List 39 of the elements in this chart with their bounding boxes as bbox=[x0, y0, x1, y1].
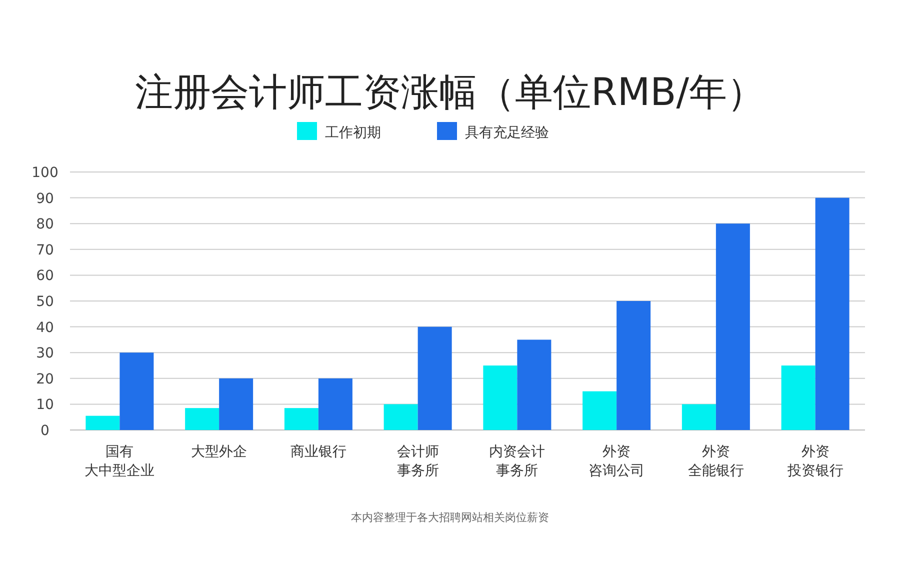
x-tick-label: 外资投资银行 bbox=[786, 444, 844, 479]
y-tick-label: 60 bbox=[36, 268, 54, 284]
bar bbox=[418, 326, 452, 430]
y-tick-label: 30 bbox=[36, 346, 54, 362]
y-tick-label: 10 bbox=[36, 397, 54, 414]
y-tick-label: 20 bbox=[36, 371, 54, 388]
bar bbox=[616, 301, 651, 430]
bar bbox=[781, 366, 816, 430]
x-tick-label: 内资会计事务所 bbox=[489, 444, 546, 479]
y-tick-label: 40 bbox=[36, 320, 54, 336]
legend-label: 具有充足经验 bbox=[465, 125, 549, 141]
y-tick-label: 70 bbox=[36, 242, 54, 258]
bar bbox=[384, 404, 418, 430]
y-tick-label: 50 bbox=[36, 294, 54, 310]
bar bbox=[716, 224, 750, 430]
y-tick-label: 100 bbox=[32, 165, 58, 181]
bar bbox=[120, 352, 154, 430]
x-tick-label: 会计师事务所 bbox=[396, 444, 439, 479]
legend-label: 工作初期 bbox=[325, 125, 381, 141]
bar bbox=[219, 378, 254, 430]
x-tick-label: 外资咨询公司 bbox=[588, 444, 645, 479]
y-tick-label: 0 bbox=[40, 423, 50, 439]
chart-title: 注册会计师工资涨幅（单位RMB/年） bbox=[134, 70, 766, 114]
x-tick-label: 大型外企 bbox=[191, 444, 248, 460]
bar bbox=[582, 391, 617, 430]
x-tick-label: 国有大中型企业 bbox=[84, 444, 155, 479]
y-tick-label: 80 bbox=[36, 216, 54, 233]
bar bbox=[185, 408, 220, 430]
bar bbox=[483, 366, 518, 430]
bar bbox=[517, 340, 552, 430]
bar bbox=[815, 198, 850, 430]
bar bbox=[284, 408, 318, 430]
x-tick-label: 商业银行 bbox=[290, 444, 346, 460]
bar bbox=[682, 404, 716, 430]
bar bbox=[318, 378, 352, 430]
y-tick-label: 90 bbox=[36, 190, 54, 207]
x-tick-label: 外资全能银行 bbox=[688, 444, 744, 479]
text: 本内容整理于各大招聘网站相关岗位薪资 bbox=[351, 511, 549, 524]
bar bbox=[86, 416, 120, 430]
